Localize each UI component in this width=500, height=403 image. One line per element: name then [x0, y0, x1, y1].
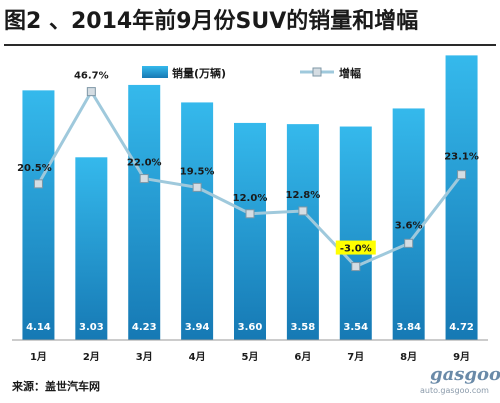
- highlight-box: [335, 240, 376, 255]
- bar-8: [392, 108, 425, 340]
- bar-1: [22, 90, 55, 340]
- bar-value-label: 4.14: [26, 322, 51, 333]
- bar-2: [75, 157, 108, 340]
- bar-7: [339, 126, 372, 341]
- growth-value-label: 22.0%: [127, 158, 162, 169]
- growth-value-label: 23.1%: [444, 152, 479, 163]
- watermark-url: auto.gasgoo.com: [420, 386, 489, 395]
- x-tick-label: 2月: [83, 351, 100, 363]
- x-tick-label: 7月: [347, 351, 364, 363]
- x-tick-label: 3月: [136, 351, 153, 363]
- bar-4: [181, 102, 214, 340]
- bar-value-label: 4.23: [132, 322, 157, 333]
- growth-value-label: -3.0%: [340, 244, 372, 255]
- bar-5: [234, 122, 266, 340]
- x-tick-label: 9月: [453, 351, 470, 363]
- bar-value-label: 3.60: [238, 322, 263, 333]
- x-tick-label: 1月: [30, 351, 47, 363]
- bar-value-label: 3.03: [79, 322, 104, 333]
- growth-value-label: 46.7%: [74, 71, 109, 82]
- growth-marker: [457, 170, 467, 180]
- bar-value-label: 3.94: [185, 322, 210, 333]
- growth-marker: [139, 174, 149, 184]
- x-tick-label: 4月: [189, 351, 206, 363]
- growth-marker: [351, 262, 361, 272]
- bar-series: [22, 55, 478, 341]
- bar-value-label: 3.58: [291, 322, 316, 333]
- growth-value-label: 3.6%: [395, 220, 423, 231]
- bar-9: [445, 55, 478, 340]
- legend-bar-swatch: [142, 66, 168, 78]
- growth-marker: [298, 206, 308, 216]
- legend-line-label: 增幅: [339, 66, 361, 80]
- legend: 销量(万辆) 增幅: [142, 66, 361, 80]
- data-labels: 4.14 3.03 4.23 3.94 3.60 3.58 3.54 3.84 4.72 20.5…: [17, 71, 479, 333]
- growth-marker: [404, 238, 414, 248]
- x-tick-label: 6月: [294, 351, 311, 363]
- line-series: [33, 87, 467, 272]
- bar-6: [286, 124, 319, 340]
- growth-marker: [33, 179, 43, 189]
- x-tick-label: 8月: [400, 351, 417, 363]
- title-underline: [4, 44, 496, 46]
- x-tick-label: 5月: [242, 351, 259, 363]
- legend-bar-label: 销量(万辆): [172, 66, 226, 80]
- growth-marker: [86, 87, 96, 97]
- growth-value-label: 12.0%: [233, 193, 268, 204]
- bar-value-label: 3.84: [396, 322, 421, 333]
- chart-title: 图2 、2014年前9月份SUV的销量和增幅: [4, 9, 419, 34]
- growth-value-label: 19.5%: [180, 166, 215, 177]
- bar-value-label: 4.72: [449, 322, 474, 333]
- growth-value-label: 20.5%: [17, 163, 52, 174]
- growth-value-label: 12.8%: [286, 190, 321, 201]
- growth-marker: [192, 182, 202, 192]
- bar-value-label: 3.54: [343, 322, 368, 333]
- source-note: 来源：盖世汽车网: [12, 380, 100, 393]
- legend-line-marker: [312, 67, 322, 77]
- growth-marker: [245, 209, 255, 219]
- bar-3: [128, 84, 161, 340]
- watermark-logo: gasgoo: [430, 364, 500, 385]
- x-axis-ticks: 1月 2月 3月 4月 5月 6月 7月 8月 9月: [30, 351, 470, 363]
